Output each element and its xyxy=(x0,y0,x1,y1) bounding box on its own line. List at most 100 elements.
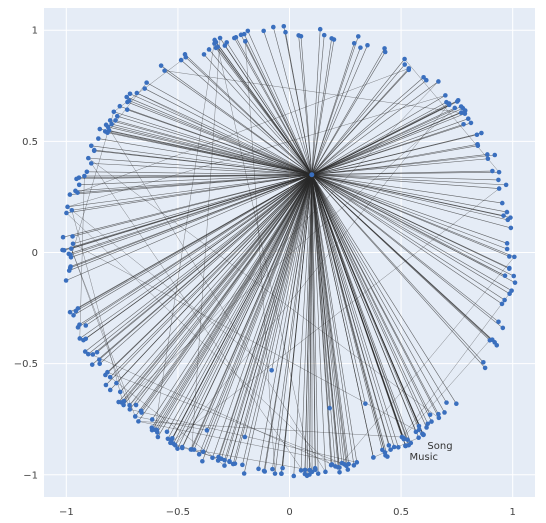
graph-edge xyxy=(63,174,312,238)
graph-node xyxy=(206,47,212,52)
graph-edge xyxy=(66,174,312,214)
graph-node xyxy=(105,369,110,375)
graph-edge xyxy=(174,174,313,446)
graph-edge xyxy=(123,174,313,406)
graph-edge xyxy=(88,157,440,419)
graph-node xyxy=(323,469,328,475)
graph-edge xyxy=(311,174,510,294)
graph-edge xyxy=(311,95,446,175)
graph-edge xyxy=(98,138,312,176)
graph-edge xyxy=(311,154,488,176)
graph-edge xyxy=(311,174,391,450)
graph-node xyxy=(283,29,288,35)
graph-edge xyxy=(311,174,424,435)
hub-node xyxy=(309,172,315,178)
graph-edge xyxy=(311,81,439,175)
y-tick-label: 1 xyxy=(32,26,38,37)
graph-edge xyxy=(311,174,514,277)
graph-edge xyxy=(85,174,312,340)
graph-node xyxy=(481,359,486,365)
graph-edge xyxy=(311,174,409,446)
graph-node xyxy=(494,342,500,348)
graph-node xyxy=(227,458,232,464)
graph-node xyxy=(96,136,101,141)
graph-edge xyxy=(85,351,333,465)
graph-node xyxy=(68,252,73,258)
graph-edge xyxy=(311,174,333,465)
graph-node xyxy=(182,52,188,57)
graph-edge xyxy=(99,174,313,360)
graph-node xyxy=(302,467,308,473)
graph-edge xyxy=(311,174,512,291)
graph-edge xyxy=(107,126,326,472)
graph-node xyxy=(83,323,89,328)
graph-node xyxy=(178,57,184,63)
graph-edge xyxy=(273,26,313,175)
graph-edge xyxy=(151,174,313,431)
graph-edge xyxy=(311,123,464,175)
graph-node xyxy=(116,399,121,405)
graph-edge xyxy=(311,174,388,457)
graph-node xyxy=(60,247,65,253)
graph-edge xyxy=(221,174,313,459)
graph-node xyxy=(337,465,342,470)
graph-node xyxy=(65,204,70,210)
graph-node xyxy=(504,241,510,246)
graph-node xyxy=(144,80,149,85)
graph-node xyxy=(117,389,123,395)
graph-node xyxy=(371,455,376,460)
graph-node xyxy=(396,444,401,450)
graph-edge xyxy=(311,48,385,175)
y-tick-label: 0.5 xyxy=(22,137,38,148)
graph-edge xyxy=(62,174,312,251)
tick-layer: −1 −0.5 0 0.5 1 1 0.5 0 −0.5 −1 xyxy=(14,26,516,518)
graph-node xyxy=(504,209,510,215)
graph-node xyxy=(425,421,431,427)
graph-edge xyxy=(311,174,508,221)
graph-edge xyxy=(67,174,312,208)
graph-node xyxy=(329,36,334,41)
graph-node xyxy=(321,32,327,38)
graph-edge xyxy=(107,132,312,175)
graph-node xyxy=(475,143,481,149)
graph-node xyxy=(107,374,113,380)
graph-edge xyxy=(160,65,312,175)
graph-edge xyxy=(311,35,325,175)
x-tick-label: −0.5 xyxy=(166,507,190,518)
graph-edge xyxy=(75,174,312,312)
graph-edge xyxy=(120,174,313,393)
graph-edge xyxy=(173,174,313,444)
graph-node xyxy=(179,444,185,450)
graph-node xyxy=(512,280,518,285)
graph-edge xyxy=(311,174,429,424)
graph-edge xyxy=(135,174,313,406)
graph-edge xyxy=(198,174,313,455)
graph-edge xyxy=(118,174,313,403)
graph-edge xyxy=(65,174,312,281)
graph-node xyxy=(298,468,304,473)
graph-edge xyxy=(311,174,343,464)
graph-node xyxy=(508,225,514,231)
graph-edge xyxy=(311,174,445,413)
graph-edge xyxy=(170,188,500,444)
graph-edge xyxy=(91,163,306,475)
graph-node xyxy=(133,402,139,408)
graph-edge xyxy=(263,174,313,471)
graph-edge xyxy=(69,174,312,271)
graph-node xyxy=(88,161,94,166)
graph-node xyxy=(97,361,102,367)
graph-edge xyxy=(311,174,406,446)
graph-node xyxy=(75,325,81,330)
node-label: Song xyxy=(427,441,452,452)
graph-node xyxy=(479,130,484,136)
graph-node xyxy=(91,147,97,153)
graph-node xyxy=(230,461,236,467)
graph-edge xyxy=(281,174,313,474)
graph-edge xyxy=(109,174,313,378)
graph-node xyxy=(502,297,507,303)
graph-edge xyxy=(203,54,313,175)
x-tick-label: −1 xyxy=(59,507,74,518)
graph-node xyxy=(511,273,517,279)
graph-edge xyxy=(107,174,313,373)
